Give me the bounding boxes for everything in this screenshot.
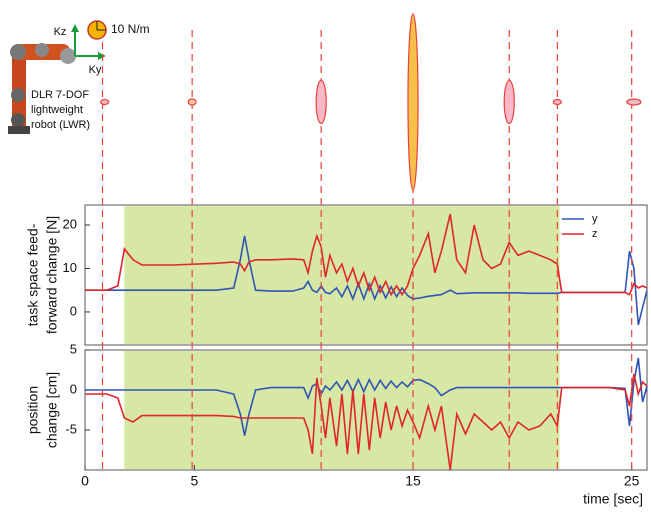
stiffness-ellipse: [100, 98, 110, 106]
y-tick-label: 20: [63, 216, 77, 231]
y-tick-label: 10: [63, 260, 77, 275]
robot-illustration: [8, 43, 76, 134]
y-axis-label: position: [25, 386, 41, 434]
x-tick-label: 0: [81, 473, 89, 489]
y-tick-label: -5: [65, 421, 77, 436]
y-axis-label: forward change [N]: [44, 216, 60, 334]
stiffness-ellipse: [187, 98, 197, 106]
y-tick-label: 5: [70, 341, 77, 356]
scale-quadrant: [96, 21, 106, 31]
x-tick-label: 25: [624, 473, 640, 489]
legend-label: y: [592, 213, 598, 225]
axis-label-ky: Ky: [89, 64, 102, 76]
axis-label-kz: Kz: [54, 26, 67, 38]
shaded-region: [124, 206, 560, 344]
stiffness-ellipse: [626, 98, 642, 106]
stiffness-ellipse: [315, 79, 327, 125]
robot-label: lightweight: [31, 104, 83, 116]
x-tick-label: 15: [405, 473, 421, 489]
x-tick-label: 5: [190, 473, 198, 489]
stiffness-ellipse: [407, 13, 419, 191]
legend-label: z: [592, 228, 598, 240]
x-axis-label: time [sec]: [583, 491, 643, 507]
y-tick-label: 0: [70, 303, 77, 318]
axis-arrows: [71, 24, 106, 60]
stiffness-ellipse: [503, 79, 515, 125]
stiffness-ellipse: [552, 98, 562, 106]
data-line: [85, 235, 648, 326]
robot-label: robot (LWR): [31, 119, 90, 131]
data-line: [85, 213, 648, 297]
data-line: [85, 373, 648, 471]
data-line: [85, 357, 648, 436]
scale-label: 10 N/m: [111, 22, 150, 36]
shaded-region: [124, 351, 560, 469]
y-axis-label: task space feed-: [25, 223, 41, 326]
y-tick-label: 0: [70, 381, 77, 396]
y-axis-label: change [cm]: [44, 372, 60, 448]
robot-label: DLR 7-DOF: [31, 89, 89, 101]
